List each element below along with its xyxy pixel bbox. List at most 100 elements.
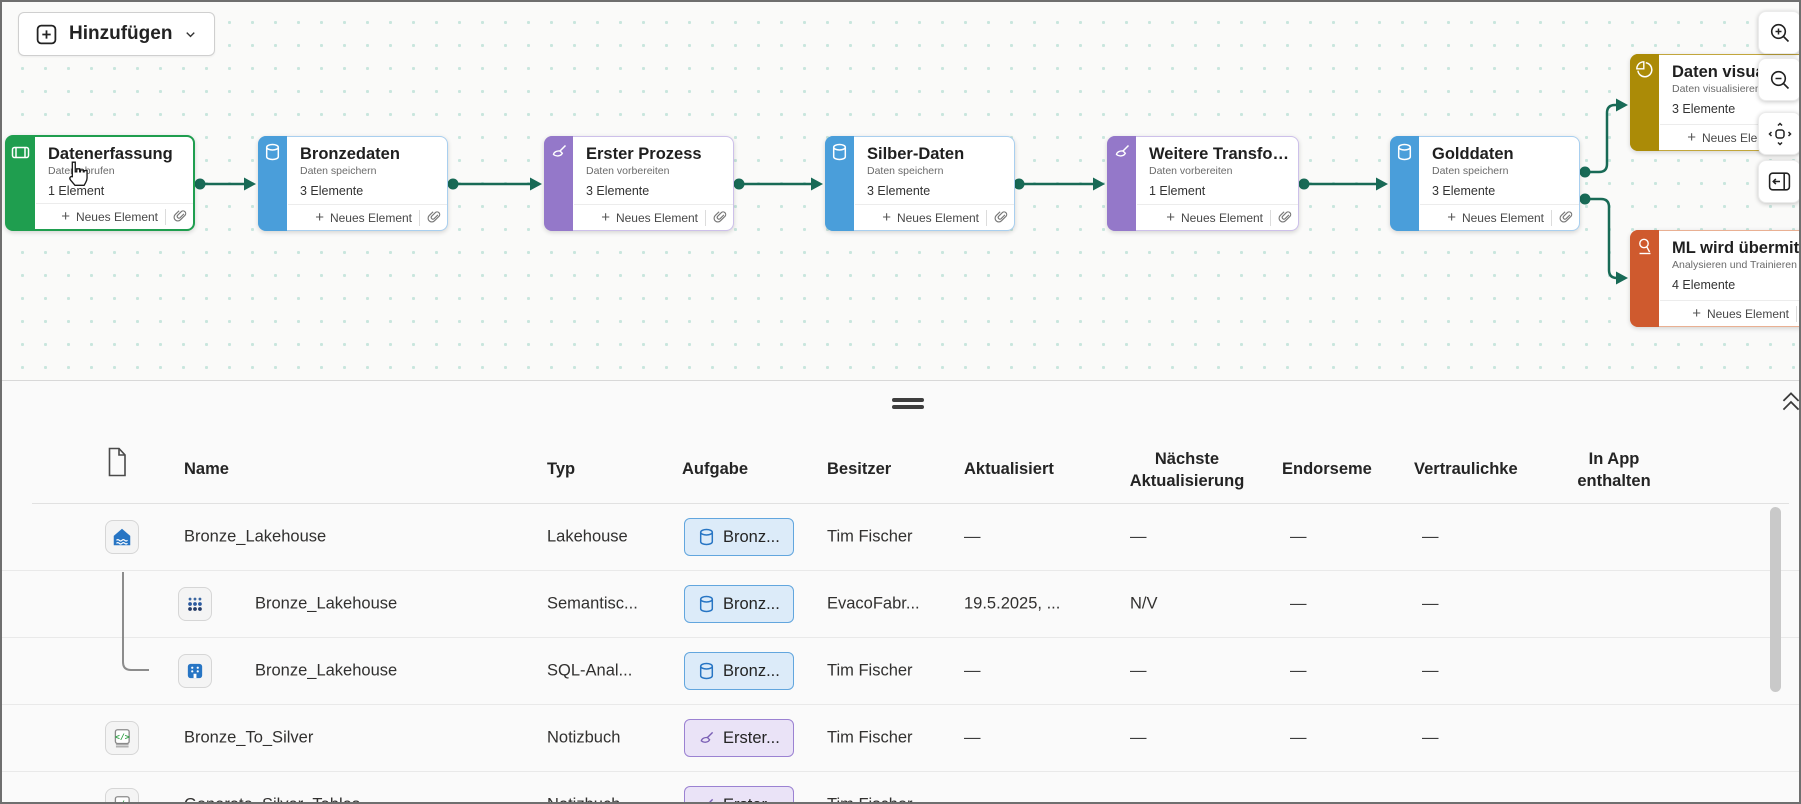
item-sensitivity: —	[1422, 594, 1439, 613]
pan-view-button[interactable]	[1758, 112, 1799, 155]
plus-icon[interactable]: +	[61, 208, 70, 225]
task-chip[interactable]: Bronz...	[684, 652, 794, 690]
new-item-button[interactable]: Neues Element	[615, 210, 698, 225]
paperclip-icon[interactable]	[713, 210, 727, 225]
taskflow-card-ml[interactable]: ML wird übermittelt Analysieren und Trai…	[1630, 230, 1799, 327]
card-accent-bar	[1390, 136, 1419, 231]
svg-text:</>: </>	[115, 798, 130, 804]
column-header-name[interactable]: Name	[184, 460, 229, 478]
item-next-refresh: —	[1130, 796, 1147, 803]
paperclip-icon[interactable]	[994, 210, 1008, 225]
item-name[interactable]: Bronze_Lakehouse	[184, 527, 327, 546]
plus-icon[interactable]: +	[1447, 209, 1456, 226]
column-header-naechste-aktualisierung[interactable]: Nächste Aktualisierung	[1129, 450, 1245, 490]
item-name[interactable]: Bronze_Lakehouse	[255, 594, 398, 613]
taskflow-canvas[interactable]: Hinzufügen Datenerfassung Daten abrufen …	[2, 2, 1799, 381]
item-endorsement: —	[1290, 527, 1307, 546]
item-owner: Tim Fischer	[827, 661, 913, 680]
collapse-panel-button[interactable]	[1758, 160, 1799, 203]
paperclip-icon[interactable]	[1278, 210, 1292, 225]
add-button-label: Hinzufügen	[69, 23, 173, 44]
plus-icon[interactable]: +	[1166, 209, 1175, 226]
panel-resize-handle[interactable]	[892, 398, 924, 409]
item-name[interactable]: Bronze_Lakehouse	[255, 661, 398, 680]
add-button[interactable]: Hinzufügen	[18, 12, 216, 56]
card-subtitle: Daten visualisieren	[1672, 83, 1761, 95]
database-icon	[699, 595, 714, 612]
new-item-button[interactable]: Neues Element	[896, 210, 979, 225]
card-title: Bronzedaten	[300, 145, 400, 163]
new-item-button[interactable]: Neues Element	[329, 210, 412, 225]
plus-icon[interactable]: +	[601, 209, 610, 226]
card-title: Weitere Transform...	[1149, 145, 1290, 163]
table-row[interactable]: Bronze_Lakehouse Lakehouse Bronz... Tim …	[2, 504, 1799, 571]
column-header-aktualisiert[interactable]: Aktualisiert	[964, 460, 1054, 478]
card-item-count: 4 Elemente	[1672, 278, 1736, 292]
item-updated: —	[964, 796, 981, 803]
items-table: Name Typ Aufgabe Besitzer Aktualisiert N…	[2, 382, 1799, 804]
new-item-button[interactable]: Neues Element	[1180, 210, 1263, 225]
card-subtitle: Daten abrufen	[48, 165, 115, 177]
card-subtitle: Daten speichern	[300, 165, 377, 177]
broom-icon	[700, 731, 714, 743]
task-chip-label: Bronz...	[723, 594, 780, 613]
taskflow-card-golddaten[interactable]: Golddaten Daten speichern 3 Elemente + N…	[1390, 136, 1580, 231]
table-row[interactable]: Bronze_Lakehouse SQL-Anal... Bronz... Ti…	[2, 638, 1799, 705]
card-accent-bar	[544, 136, 573, 231]
plus-icon[interactable]: +	[882, 209, 891, 226]
zoom-out-icon	[1770, 70, 1789, 89]
item-updated: —	[964, 728, 981, 747]
column-header-in-app[interactable]: In App enthalten	[1577, 450, 1651, 490]
table-row[interactable]: </> Generate_Silver_Tables Notizbuch Ers…	[2, 772, 1799, 804]
taskflow-card-weitere-transformationen[interactable]: Weitere Transform... Daten vorbereiten 1…	[1107, 136, 1299, 231]
card-title: Erster Prozess	[586, 145, 702, 163]
item-endorsement: —	[1290, 796, 1307, 803]
taskflow-card-bronzedaten[interactable]: Bronzedaten Daten speichern 3 Elemente +…	[258, 136, 448, 231]
plus-icon[interactable]: +	[1692, 305, 1701, 322]
plus-icon[interactable]: +	[1687, 129, 1696, 146]
taskflow-card-erster-prozess[interactable]: Erster Prozess Daten vorbereiten 3 Eleme…	[544, 136, 734, 231]
new-item-button[interactable]: Neues Element	[1706, 306, 1789, 321]
item-type: Semantisc...	[547, 594, 638, 613]
new-item-button[interactable]: Neues Element	[1461, 210, 1544, 225]
item-next-refresh: —	[1130, 661, 1147, 680]
column-header-vertraulichkeit[interactable]: Vertraulichke	[1414, 460, 1518, 478]
card-accent-bar	[1630, 230, 1659, 327]
table-row[interactable]: </> Bronze_To_Silver Notizbuch Erster...…	[2, 705, 1799, 772]
task-chip[interactable]: Bronz...	[684, 585, 794, 623]
card-footer: + Neues Element	[288, 204, 447, 230]
taskflow-card-silber-daten[interactable]: Silber-Daten Daten speichern 3 Elemente …	[825, 136, 1015, 231]
vertical-scrollbar[interactable]	[1770, 507, 1781, 692]
paperclip-icon[interactable]	[1559, 210, 1573, 225]
zoom-in-button[interactable]	[1758, 11, 1799, 54]
item-updated: 19.5.2025, ...	[964, 594, 1061, 613]
column-header-besitzer[interactable]: Besitzer	[827, 460, 892, 478]
double-chevron-up-icon[interactable]	[1779, 389, 1801, 415]
paperclip-icon[interactable]	[173, 209, 187, 224]
column-header-aufgabe[interactable]: Aufgabe	[682, 460, 748, 478]
item-name[interactable]: Generate_Silver_Tables	[184, 796, 360, 803]
table-row[interactable]: Bronze_Lakehouse Semantisc... Bronz... E…	[2, 571, 1799, 638]
database-icon	[832, 143, 847, 161]
new-item-button[interactable]: Neues Element	[75, 209, 158, 224]
card-item-count: 3 Elemente	[1672, 102, 1736, 116]
item-owner: Tim Fischer	[827, 527, 913, 546]
item-next-refresh: N/V	[1130, 594, 1158, 613]
plus-icon[interactable]: +	[315, 209, 324, 226]
column-header-typ[interactable]: Typ	[547, 460, 576, 478]
zoom-out-button[interactable]	[1758, 58, 1799, 101]
broom-icon	[1115, 144, 1129, 157]
taskflow-card-datenerfassung[interactable]: Datenerfassung Daten abrufen 1 Element +…	[5, 135, 195, 231]
item-name[interactable]: Bronze_To_Silver	[184, 728, 314, 747]
database-icon	[699, 662, 714, 679]
paperclip-icon[interactable]	[427, 210, 441, 225]
card-title: Silber-Daten	[867, 145, 965, 163]
lakehouse-icon	[105, 520, 139, 554]
task-chip[interactable]: Bronz...	[684, 518, 794, 556]
item-type: Notizbuch	[547, 728, 621, 747]
task-chip[interactable]: Erster...	[684, 719, 794, 757]
column-header-endorsement[interactable]: Endorseme	[1282, 460, 1372, 478]
task-chip[interactable]: Erster...	[684, 786, 794, 802]
card-footer: + Neues Element	[36, 203, 193, 229]
item-updated: —	[964, 661, 981, 680]
